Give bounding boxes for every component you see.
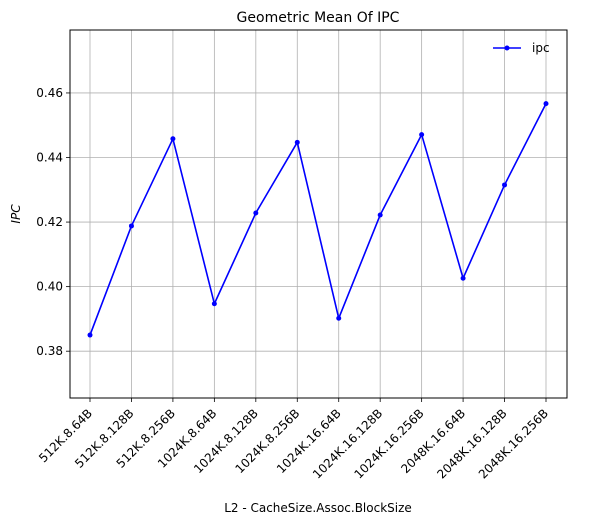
series-layer	[87, 101, 549, 338]
data-point	[460, 275, 466, 281]
y-axis-ticks: 0.38 0.40 0.42 0.44 0.46	[36, 86, 70, 358]
x-axis-ticks: 512K.8.64B512K.8.128B512K.8.256B1024K.8.…	[36, 398, 551, 481]
plot-frame	[69, 29, 568, 399]
chart-title: Geometric Mean Of IPC	[237, 10, 400, 26]
data-point	[419, 132, 425, 138]
data-point	[502, 182, 508, 188]
data-point	[211, 301, 217, 307]
data-point	[377, 212, 383, 218]
data-point	[253, 210, 259, 216]
y-axis-label: IPC	[9, 204, 23, 224]
data-point	[543, 101, 549, 107]
data-point	[170, 136, 176, 142]
legend-marker-swatch	[504, 45, 510, 51]
legend-entry-ipc: ipc	[532, 41, 550, 55]
data-point	[87, 332, 93, 338]
series-line-ipc	[89, 103, 547, 336]
y-tick-label: 0.38	[36, 344, 63, 358]
data-point	[336, 315, 342, 321]
y-tick-label: 0.44	[36, 151, 63, 165]
data-point	[128, 223, 134, 229]
data-point	[294, 139, 300, 145]
y-tick-label: 0.40	[36, 280, 63, 294]
legend: ipc	[493, 41, 550, 55]
y-tick-label: 0.46	[36, 86, 63, 100]
y-tick-label: 0.42	[36, 215, 63, 229]
x-axis-label: L2 - CacheSize.Assoc.BlockSize	[224, 501, 412, 515]
grid	[70, 30, 567, 398]
